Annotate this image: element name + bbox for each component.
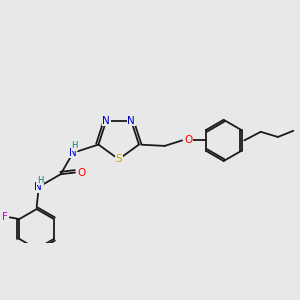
Text: N: N	[102, 116, 110, 126]
Text: O: O	[78, 167, 86, 178]
Text: F: F	[2, 212, 8, 222]
Text: O: O	[184, 135, 193, 145]
Text: S: S	[116, 154, 122, 164]
Text: H: H	[37, 176, 43, 185]
Text: N: N	[69, 148, 77, 158]
Text: N: N	[127, 116, 135, 126]
Text: H: H	[71, 142, 78, 151]
Text: N: N	[34, 182, 42, 192]
